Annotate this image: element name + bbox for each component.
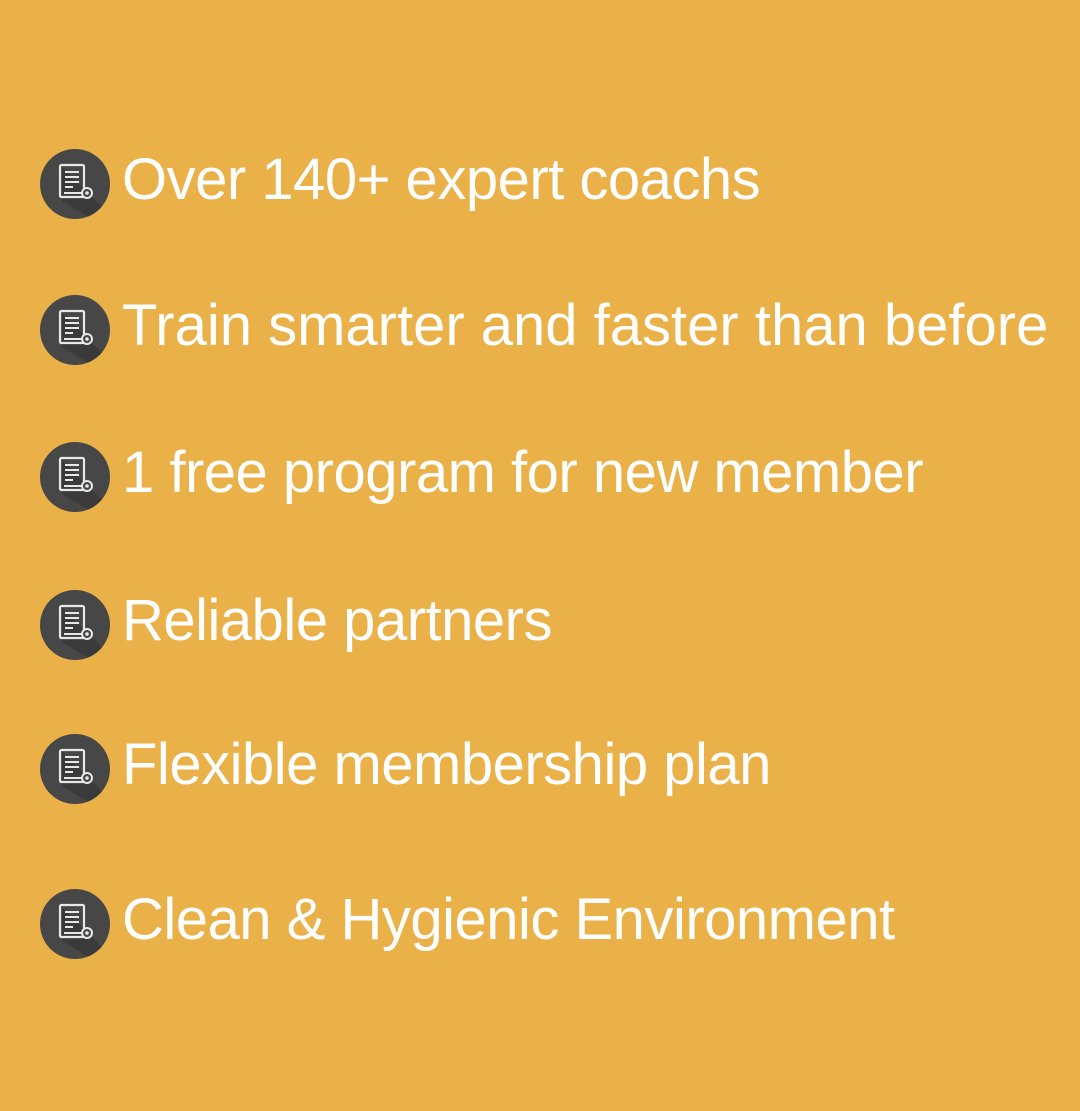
feature-item: Clean & Hygienic Environment <box>40 887 895 961</box>
document-certificate-icon <box>40 734 110 804</box>
document-certificate-icon <box>40 295 110 365</box>
document-certificate-icon <box>40 149 110 219</box>
feature-text: Reliable partners <box>122 588 552 653</box>
feature-text: 1 free program for new member <box>122 440 924 505</box>
document-certificate-icon <box>40 889 110 959</box>
feature-item: Flexible membership plan <box>40 732 771 806</box>
feature-item: Train smarter and faster than before <box>40 293 1048 367</box>
document-certificate-icon <box>40 590 110 660</box>
feature-item: 1 free program for new member <box>40 440 924 514</box>
feature-item: Reliable partners <box>40 588 552 662</box>
feature-text: Flexible membership plan <box>122 732 771 797</box>
feature-text: Clean & Hygienic Environment <box>122 887 895 952</box>
feature-text: Over 140+ expert coachs <box>122 147 761 212</box>
feature-text: Train smarter and faster than before <box>122 293 1049 358</box>
document-certificate-icon <box>40 442 110 512</box>
feature-item: Over 140+ expert coachs <box>40 147 761 221</box>
